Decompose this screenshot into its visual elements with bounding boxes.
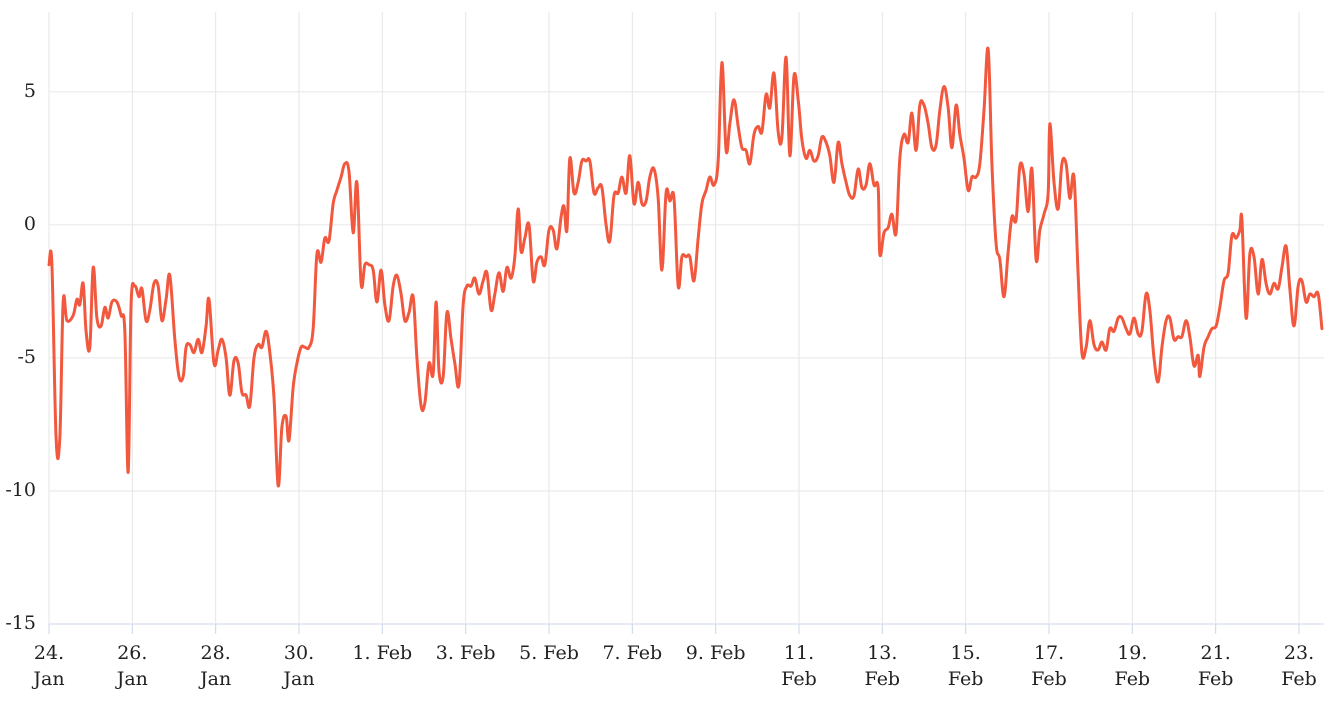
y-tick-label: -10 — [5, 479, 36, 501]
y-tick-label: 5 — [24, 80, 36, 102]
x-tick-label-line: Feb — [781, 668, 817, 690]
x-tick-label: 11. Feb — [781, 642, 817, 690]
x-tick-label: 23. Feb — [1281, 642, 1317, 690]
x-tick-label-line: Jan — [115, 668, 148, 690]
x-tick-label-line: Jan — [198, 668, 231, 690]
x-tick-label: 13. Feb — [865, 642, 901, 690]
x-tick-label-line: Jan — [31, 668, 64, 690]
x-tick-label-line: 28. — [201, 642, 231, 664]
x-tick-label: 7. Feb — [602, 642, 662, 664]
x-tick-label: 26. Jan — [115, 642, 148, 690]
x-tick-label-line: 30. — [284, 642, 314, 664]
x-tick-label-line: Jan — [281, 668, 314, 690]
x-tick-label: 9. Feb — [686, 642, 746, 664]
x-tick-label-line: 11. — [784, 642, 814, 664]
x-tick-label-line: 21. — [1201, 642, 1231, 664]
x-tick-label: 5. Feb — [519, 642, 579, 664]
x-tick-label: 19. Feb — [1115, 642, 1151, 690]
x-tick-label-line: 17. — [1034, 642, 1064, 664]
x-tick-label: 30. Jan — [281, 642, 314, 690]
x-tick-label-line: Feb — [1115, 668, 1151, 690]
x-tick-label-line: Feb — [1198, 668, 1234, 690]
y-tick-label: -15 — [5, 612, 36, 634]
y-tick-label: 0 — [24, 213, 36, 235]
x-tick-label-line: 26. — [117, 642, 147, 664]
x-tick-label: 1. Feb — [352, 642, 412, 664]
x-tick-label-line: 19. — [1117, 642, 1147, 664]
x-tick-label: 15. Feb — [948, 642, 984, 690]
x-tick-label-line: 24. — [34, 642, 64, 664]
x-tick-label-line: Feb — [865, 668, 901, 690]
x-tick-label: 28. Jan — [198, 642, 231, 690]
x-tick-label: 21. Feb — [1198, 642, 1234, 690]
x-tick-label: 24. Jan — [31, 642, 64, 690]
x-tick-label: 3. Feb — [436, 642, 496, 664]
y-tick-label: -5 — [17, 346, 36, 368]
x-tick-label-line: Feb — [1281, 668, 1317, 690]
x-tick-label-line: 15. — [951, 642, 981, 664]
x-tick-label-line: Feb — [948, 668, 984, 690]
x-tick-label-line: Feb — [1031, 668, 1067, 690]
x-tick-label: 17. Feb — [1031, 642, 1067, 690]
x-tick-label-line: 23. — [1284, 642, 1314, 664]
x-tick-label-line: 13. — [867, 642, 897, 664]
series-line — [47, 46, 1324, 488]
